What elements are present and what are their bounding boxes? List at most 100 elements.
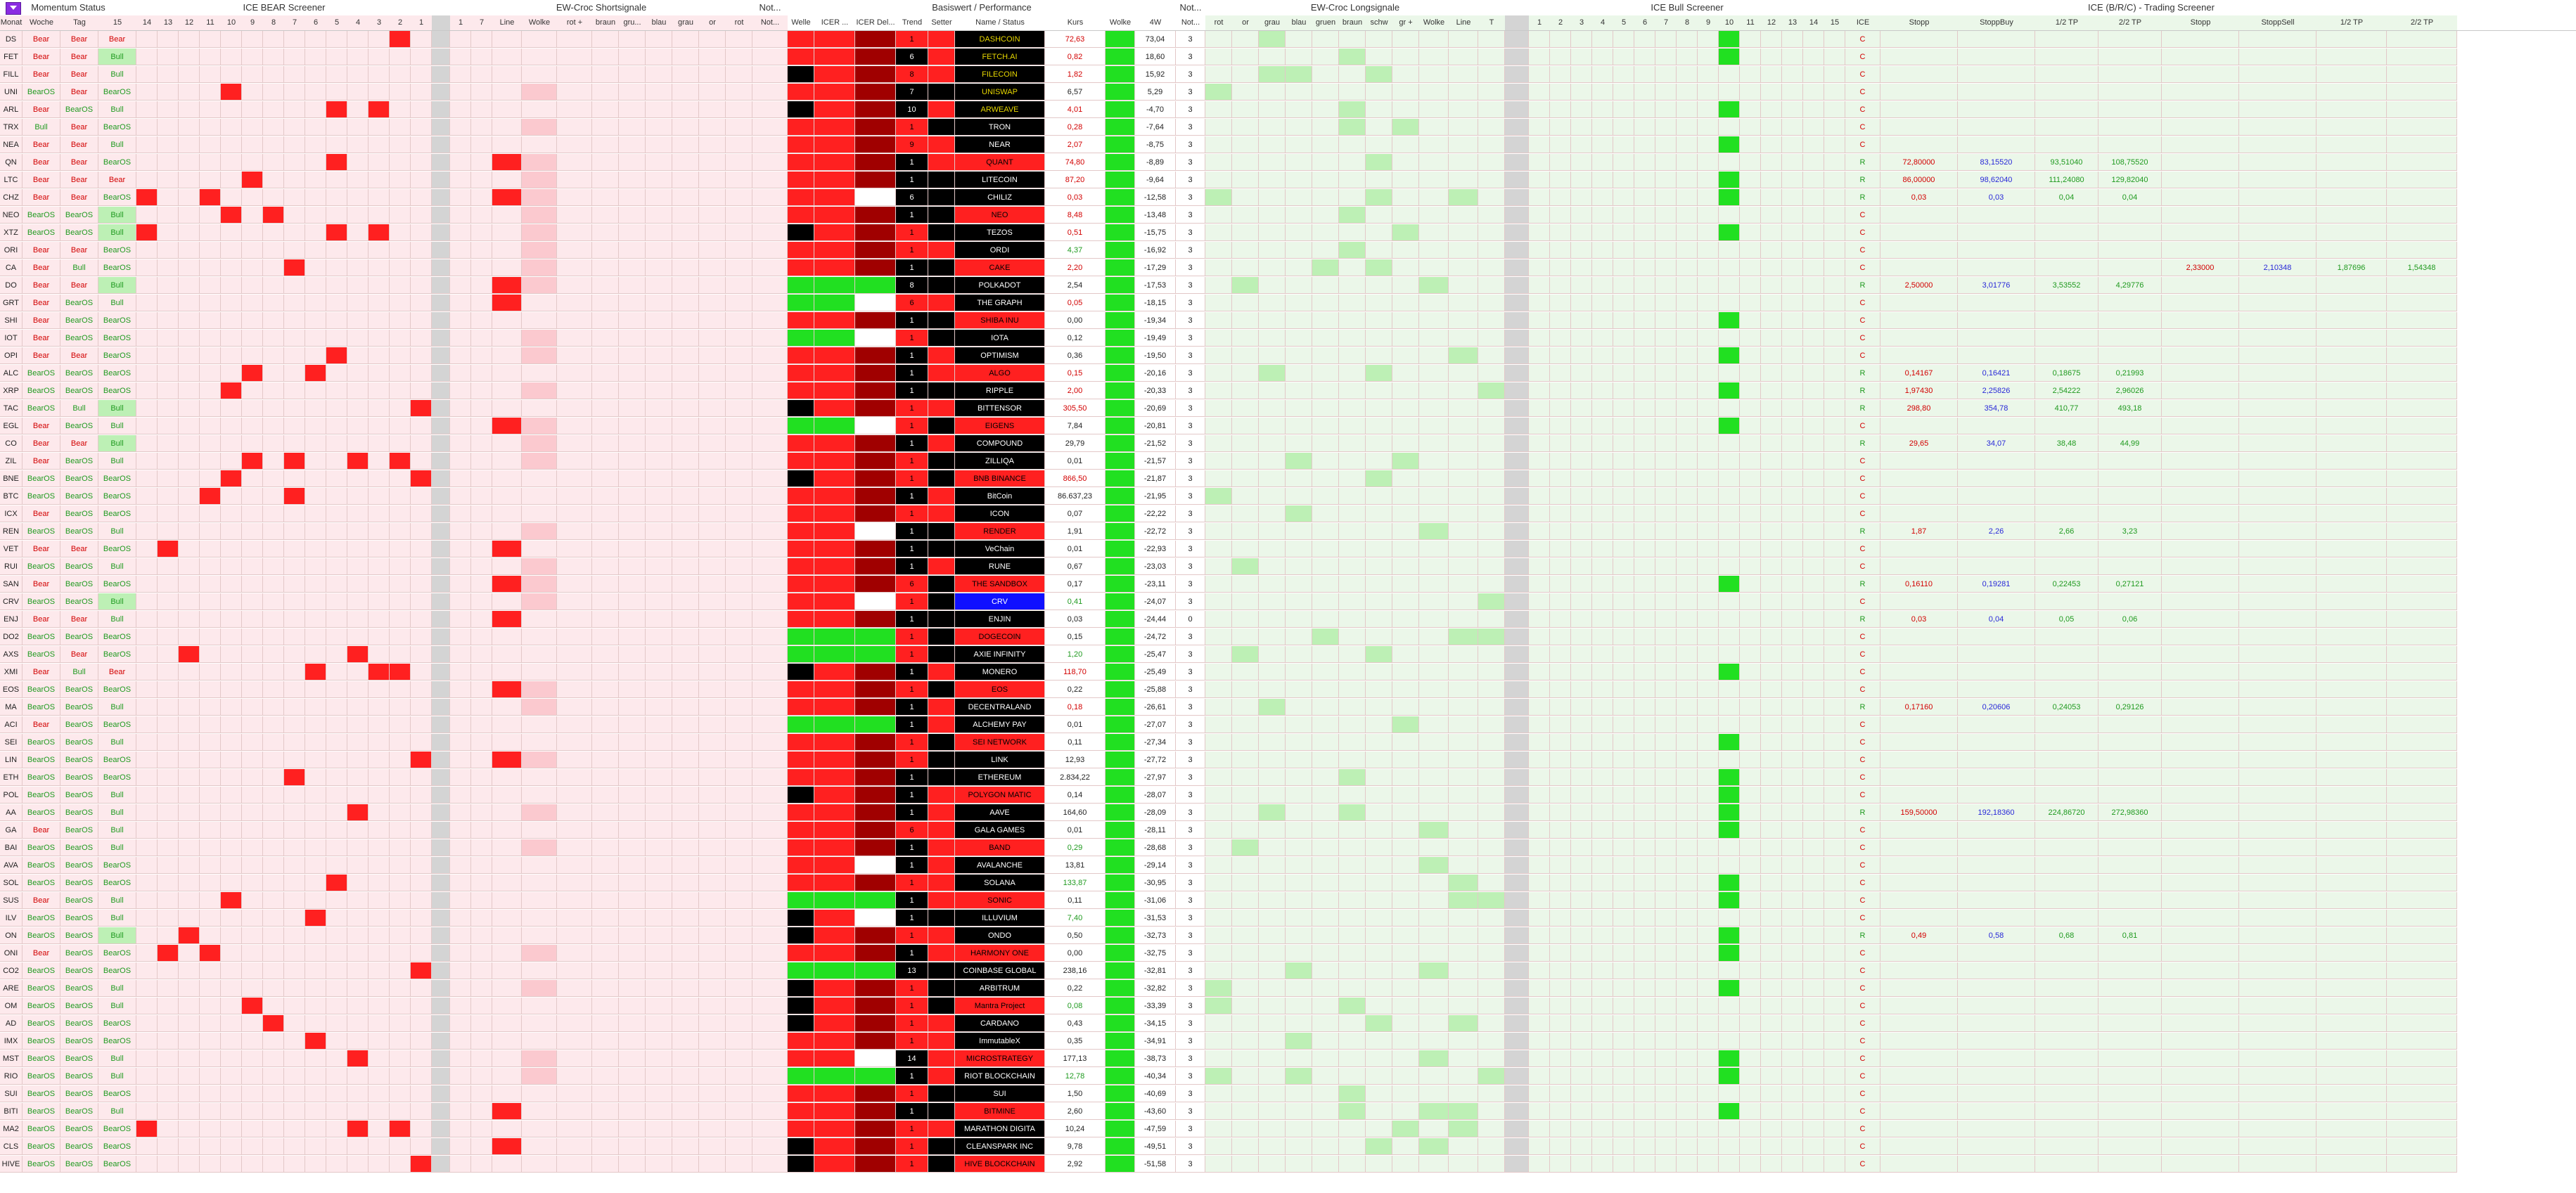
table-row[interactable]: CO Bear Bear Bull 1 COMPOUND 29,79 -21,52 3 R 29,6… [0, 435, 2576, 453]
asset-name[interactable]: POLYGON MATIC [955, 787, 1045, 804]
table-row[interactable]: SHI Bear BearOS BearOS 1 SHIBA INU 0,00 -19,34 3… [0, 312, 2576, 330]
asset-name[interactable]: RENDER [955, 523, 1045, 540]
ticker-cell[interactable]: BTC [0, 488, 23, 505]
col-header-16[interactable]: 2 [390, 15, 411, 30]
asset-name[interactable]: MONERO [955, 664, 1045, 681]
asset-name[interactable]: DECENTRALAND [955, 699, 1045, 716]
ticker-cell[interactable]: VET [0, 541, 23, 557]
ticker-cell[interactable]: SHI [0, 312, 23, 329]
table-row[interactable]: BAI BearOS BearOS Bull 1 BAND 0,29 -28,68 3 C [0, 839, 2576, 857]
asset-name[interactable]: CHILIZ [955, 189, 1045, 206]
ticker-cell[interactable]: IOT [0, 330, 23, 347]
table-row[interactable]: ACI Bear BearOS BearOS 1 ALCHEMY PAY 0,01 -27,0… [0, 716, 2576, 734]
table-row[interactable]: BNE BearOS BearOS BearOS 1 BNB BINANCE 866,50-… [0, 470, 2576, 488]
asset-name[interactable]: DASHCOIN [955, 31, 1045, 48]
asset-name[interactable]: ARBITRUM [955, 980, 1045, 997]
col-header-53[interactable]: 1 [1529, 15, 1550, 30]
ticker-cell[interactable]: MST [0, 1050, 23, 1067]
col-header-45[interactable]: gruen [1312, 15, 1339, 30]
col-header-10[interactable]: 8 [263, 15, 284, 30]
asset-name[interactable]: POLKADOT [955, 277, 1045, 294]
col-header-44[interactable]: blau [1286, 15, 1312, 30]
table-row[interactable]: NEO BearOS BearOS Bull 1 NEO 8,48 -13,48 3 C [0, 207, 2576, 224]
table-row[interactable]: POL BearOS BearOS Bull 1 POLYGON MATIC 0,14 -28… [0, 787, 2576, 804]
col-header-54[interactable]: 2 [1550, 15, 1571, 30]
col-header-71[interactable]: 1/2 TP [2035, 15, 2098, 30]
asset-name[interactable]: ICON [955, 505, 1045, 522]
table-row[interactable]: UNI BearOS Bear BearOS 7 UNISWAP 6,57 5,29 3 C [0, 84, 2576, 101]
col-header-49[interactable]: Wolke [1419, 15, 1449, 30]
ticker-cell[interactable]: QN [0, 154, 23, 171]
ticker-cell[interactable]: MA2 [0, 1121, 23, 1137]
ticker-cell[interactable]: GRT [0, 295, 23, 311]
table-row[interactable]: GRT Bear BearOS Bull 6 THE GRAPH 0,05 -18,15 3 C [0, 295, 2576, 312]
table-row[interactable]: BTC BearOS BearOS BearOS 1 BitCoin 86.637,23 -2… [0, 488, 2576, 505]
ticker-cell[interactable]: TAC [0, 400, 23, 417]
table-row[interactable]: AXS BearOS Bear BearOS 1 AXIE INFINITY 1,20 -25… [0, 646, 2576, 664]
asset-name[interactable]: LINK [955, 752, 1045, 768]
table-row[interactable]: AA BearOS BearOS Bull 1 AAVE 164,60 -28,09 3 R 159… [0, 804, 2576, 822]
ticker-cell[interactable]: BNE [0, 470, 23, 487]
ticker-cell[interactable]: ALC [0, 365, 23, 382]
ticker-cell[interactable]: REN [0, 523, 23, 540]
table-row[interactable]: OPI Bear Bear BearOS 1 OPTIMISM 0,36 -19,50 3 C [0, 347, 2576, 365]
table-row[interactable]: ARE BearOS BearOS Bull 1 ARBITRUM 0,22 -32,82 3 C [0, 980, 2576, 998]
ticker-cell[interactable]: DO2 [0, 628, 23, 645]
table-row[interactable]: EGL Bear BearOS Bull 1 EIGENS 7,84 -20,81 3 C [0, 418, 2576, 435]
ticker-cell[interactable]: XTZ [0, 224, 23, 241]
asset-name[interactable]: LITECOIN [955, 172, 1045, 188]
ticker-cell[interactable]: IMX [0, 1033, 23, 1050]
asset-name[interactable]: BITTENSOR [955, 400, 1045, 417]
ticker-cell[interactable]: MA [0, 699, 23, 716]
col-header-51[interactable]: T [1478, 15, 1505, 30]
table-row[interactable]: ENJ Bear Bear Bull 1 ENJIN 0,03 -24,44 0 R 0,03 0,0… [0, 611, 2576, 628]
table-row[interactable]: CA Bear Bull BearOS 1 CAKE 2,20 -17,29 3 C 2,33000… [0, 259, 2576, 277]
table-row[interactable]: AVA BearOS BearOS BearOS 1 AVALANCHE 13,81 -29,… [0, 857, 2576, 875]
table-row[interactable]: IMX BearOS BearOS BearOS 1 ImmutableX 0,35 -34,… [0, 1033, 2576, 1050]
table-row[interactable]: XRP BearOS BearOS BearOS 1 RIPPLE 2,00 -20,33 3 R… [0, 382, 2576, 400]
asset-name[interactable]: ALGO [955, 365, 1045, 382]
table-row[interactable]: REN BearOS BearOS Bull 1 RENDER 1,91 -22,72 3 R 1,… [0, 523, 2576, 541]
col-header-18[interactable] [432, 15, 450, 30]
table-row[interactable]: ETH BearOS BearOS BearOS 1 ETHEREUM 2.834,22 -2… [0, 769, 2576, 787]
col-header-68[interactable]: ICE [1845, 15, 1880, 30]
ticker-cell[interactable]: BAI [0, 839, 23, 856]
col-header-48[interactable]: gr + [1392, 15, 1419, 30]
col-header-6[interactable]: 12 [179, 15, 200, 30]
ticker-cell[interactable]: CO2 [0, 962, 23, 979]
col-header-43[interactable]: grau [1259, 15, 1286, 30]
asset-name[interactable]: RIOT BLOCKCHAIN [955, 1068, 1045, 1085]
asset-name[interactable]: EIGENS [955, 418, 1045, 434]
col-header-38[interactable]: Wolke [1106, 15, 1135, 30]
table-row[interactable]: ORI Bear Bear BearOS 1 ORDI 4,37 -16,92 3 C [0, 242, 2576, 259]
asset-name[interactable]: BitCoin [955, 488, 1045, 505]
asset-name[interactable]: OPTIMISM [955, 347, 1045, 364]
table-row[interactable]: DS Bear Bear Bear 1 DASHCOIN 72,63 73,04 3 C [0, 31, 2576, 49]
ticker-cell[interactable]: AVA [0, 857, 23, 874]
col-header-13[interactable]: 5 [326, 15, 347, 30]
ticker-cell[interactable]: EOS [0, 681, 23, 698]
asset-name[interactable]: COINBASE GLOBAL [955, 962, 1045, 979]
col-header-12[interactable]: 6 [305, 15, 326, 30]
col-header-40[interactable]: Not... [1176, 15, 1205, 30]
asset-name[interactable]: BNB BINANCE [955, 470, 1045, 487]
ticker-cell[interactable]: NEO [0, 207, 23, 224]
ticker-cell[interactable]: XRP [0, 382, 23, 399]
col-header-2[interactable]: Tag [60, 15, 98, 30]
col-header-24[interactable]: braun [592, 15, 619, 30]
table-row[interactable]: RUI BearOS BearOS Bull 1 RUNE 0,67 -23,03 3 C [0, 558, 2576, 576]
ticker-cell[interactable]: XMI [0, 664, 23, 681]
ticker-cell[interactable]: POL [0, 787, 23, 804]
table-row[interactable]: SEI BearOS BearOS Bull 1 SEI NETWORK 0,11 -27,3… [0, 734, 2576, 752]
ticker-cell[interactable]: ICX [0, 505, 23, 522]
asset-name[interactable]: NEAR [955, 136, 1045, 153]
col-header-46[interactable]: braun [1339, 15, 1366, 30]
ticker-cell[interactable]: EGL [0, 418, 23, 434]
asset-name[interactable]: NEO [955, 207, 1045, 224]
col-header-8[interactable]: 10 [221, 15, 242, 30]
table-row[interactable]: NEA Bear Bear Bull 9 NEAR 2,07 -8,75 3 C [0, 136, 2576, 154]
table-row[interactable]: OM BearOS BearOS Bull 1 Mantra Project 0,08 -33… [0, 998, 2576, 1015]
asset-name[interactable]: IOTA [955, 330, 1045, 347]
col-header-3[interactable]: 15 [98, 15, 136, 30]
ticker-cell[interactable]: FET [0, 49, 23, 65]
